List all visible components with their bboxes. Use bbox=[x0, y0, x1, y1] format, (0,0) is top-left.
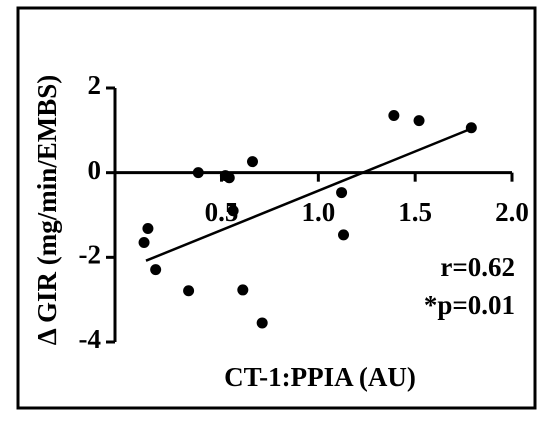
point bbox=[256, 317, 268, 329]
x-tick-label: 1.0 bbox=[301, 197, 335, 227]
point bbox=[138, 237, 150, 249]
annotation: r=0.62 bbox=[440, 252, 515, 282]
point bbox=[183, 285, 195, 297]
point bbox=[192, 167, 204, 179]
point bbox=[237, 284, 249, 296]
y-axis-label: Δ GIR (mg/min/EMBS) bbox=[32, 75, 62, 345]
point bbox=[227, 205, 239, 217]
point bbox=[388, 110, 400, 122]
y-tick-label: 0 bbox=[88, 155, 102, 185]
point bbox=[465, 122, 477, 134]
frame bbox=[16, 6, 537, 410]
point bbox=[150, 264, 162, 276]
point bbox=[336, 187, 348, 199]
x-axis-label: CT-1:PPIA (AU) bbox=[224, 362, 416, 392]
point bbox=[142, 223, 154, 235]
y-tick-label: -2 bbox=[79, 240, 102, 270]
point bbox=[413, 115, 425, 127]
x-tick-label: 1.5 bbox=[398, 197, 432, 227]
point bbox=[246, 156, 258, 168]
y-tick-label: 2 bbox=[88, 70, 102, 100]
annotation: *p=0.01 bbox=[424, 290, 515, 320]
point bbox=[338, 229, 350, 241]
point bbox=[223, 172, 235, 184]
regression-line bbox=[145, 127, 472, 262]
y-tick-label: -4 bbox=[79, 324, 102, 354]
x-tick-label: 2.0 bbox=[495, 197, 529, 227]
